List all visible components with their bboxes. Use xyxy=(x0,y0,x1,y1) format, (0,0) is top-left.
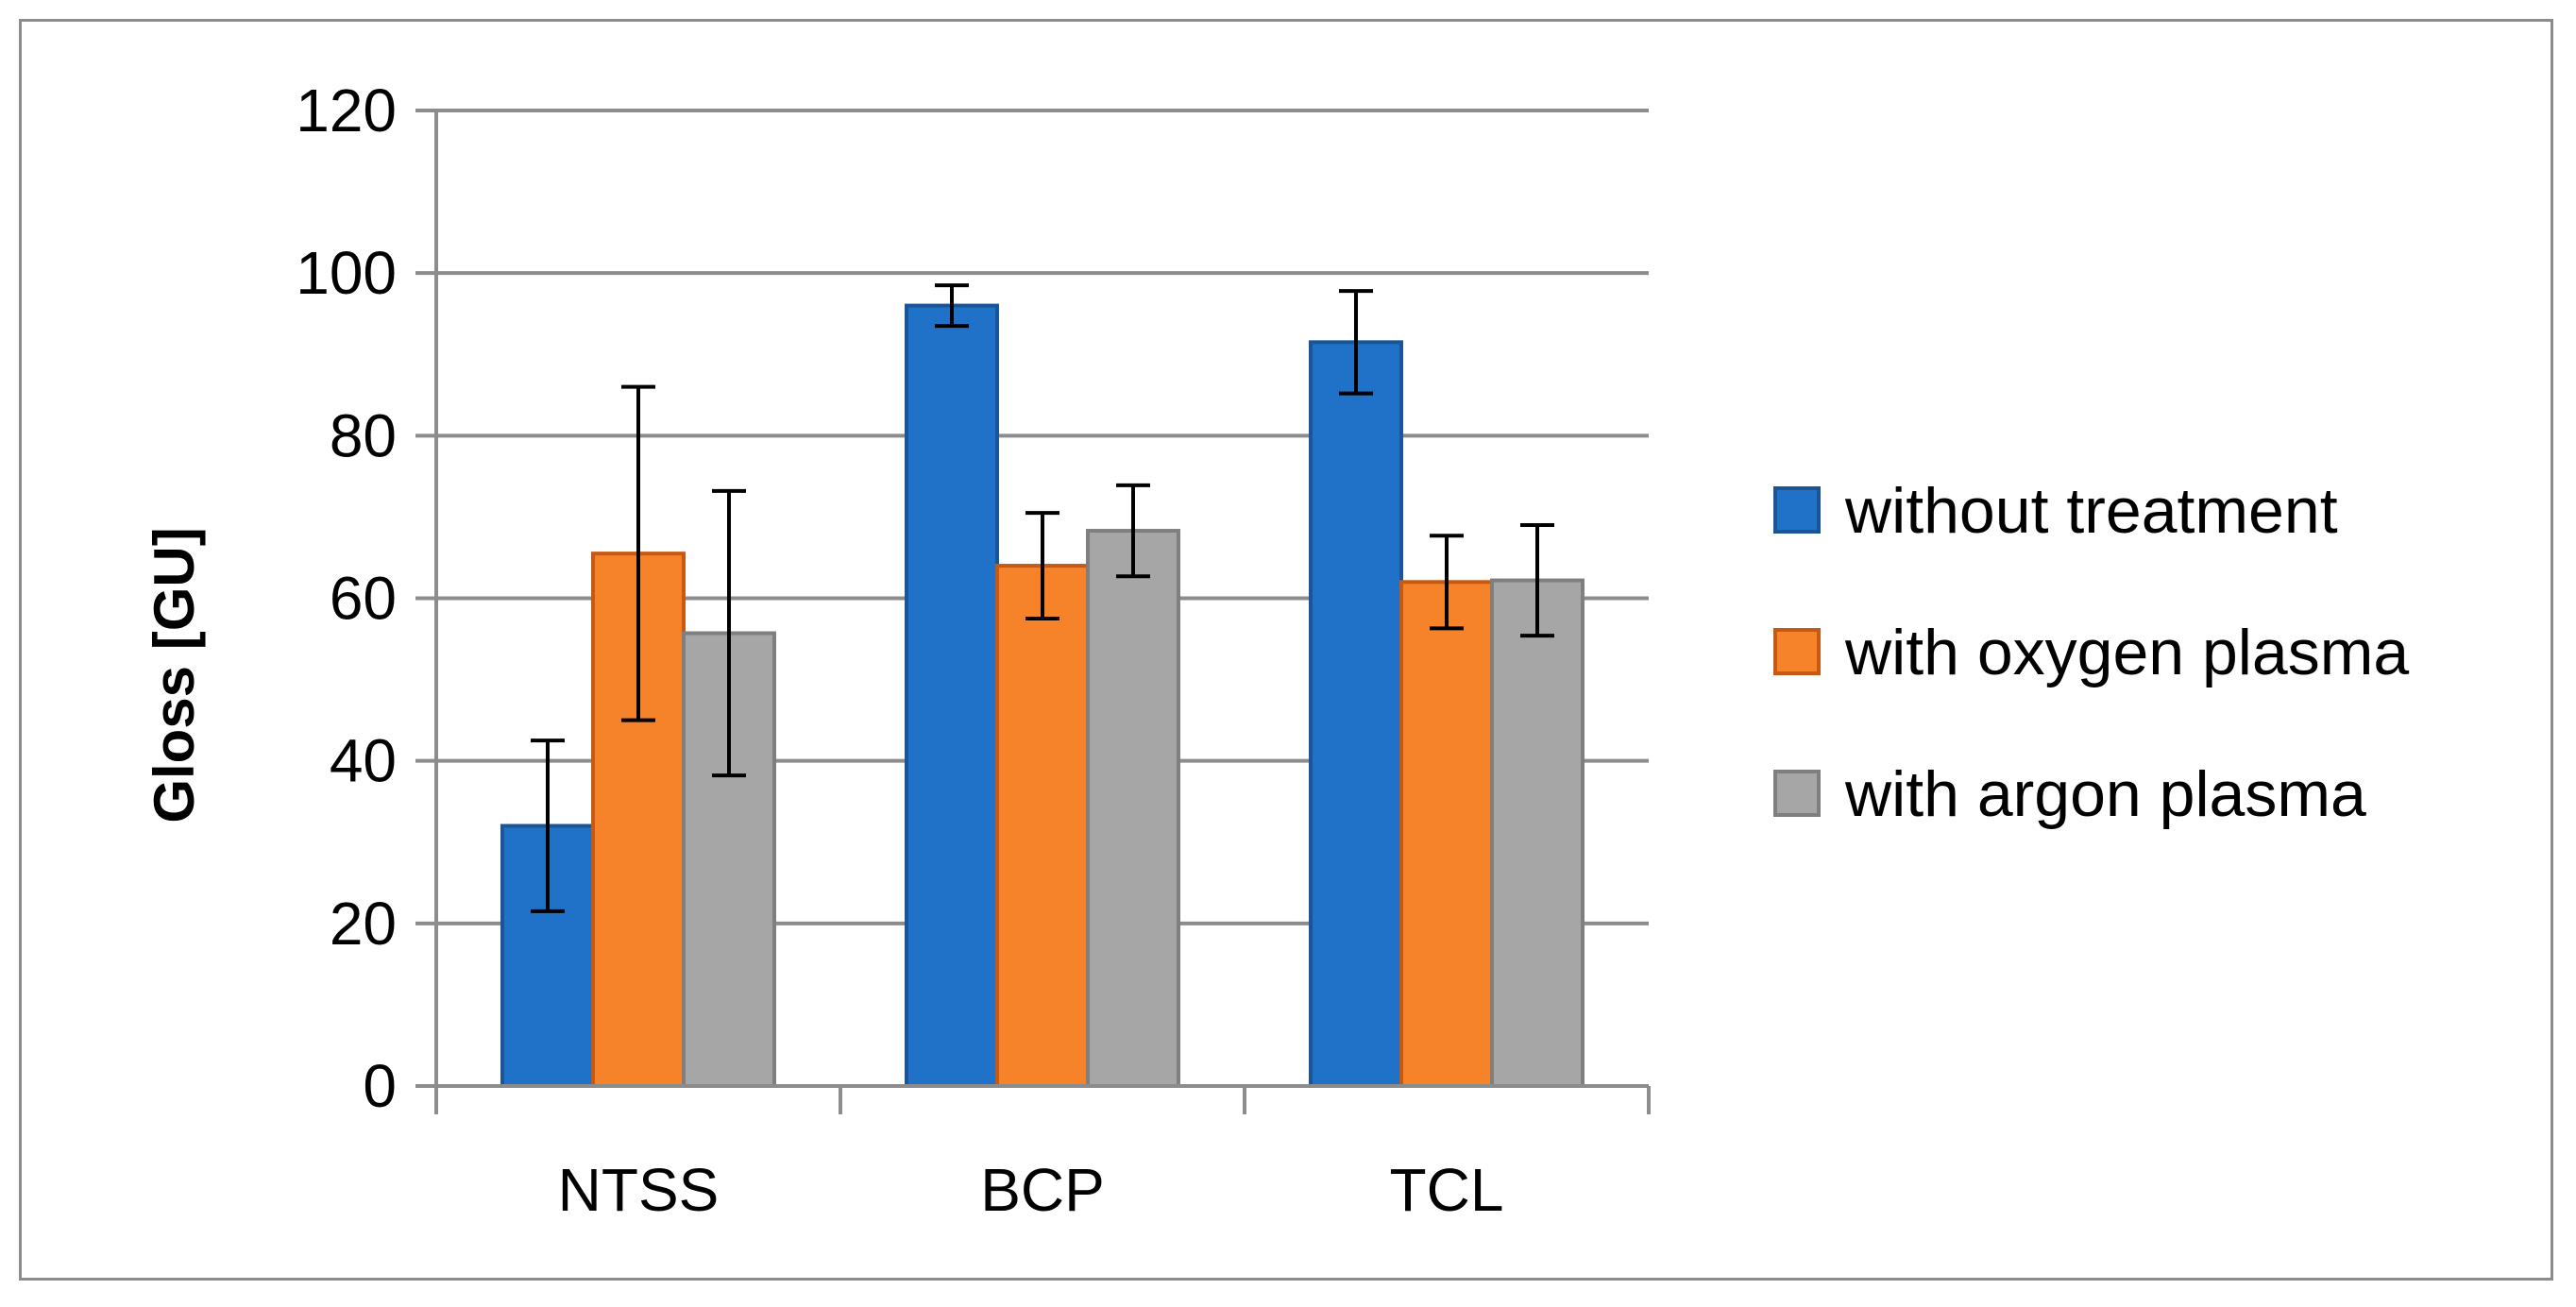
y-tick-label: 20 xyxy=(330,890,397,958)
legend-label: without treatment xyxy=(1844,475,2338,547)
axes xyxy=(415,109,1651,1114)
y-axis-title: Gloss [GU] xyxy=(143,527,206,823)
chart-frame xyxy=(19,19,2553,1281)
bar-tcl-series-2 xyxy=(1490,578,1585,1088)
error-bars xyxy=(531,283,1554,913)
legend-label: with oxygen plasma xyxy=(1844,617,2409,688)
bar-bcp-series-0 xyxy=(905,303,999,1089)
legend-swatch xyxy=(1773,486,1821,534)
x-tick-label: BCP xyxy=(980,1156,1105,1224)
y-tick-label: 60 xyxy=(330,565,397,633)
x-tick-label: TCL xyxy=(1390,1156,1504,1224)
y-tick-label: 40 xyxy=(330,727,397,795)
y-tick-label: 80 xyxy=(330,401,397,469)
y-tick-label: 120 xyxy=(296,76,397,144)
legend: without treatment with oxygen plasma with … xyxy=(1773,475,2409,830)
x-tick-label: NTSS xyxy=(558,1156,720,1224)
bar-tcl-series-1 xyxy=(1399,580,1494,1088)
legend-swatch xyxy=(1773,628,1821,675)
y-tick-labels: 0 20 40 60 80 100 120 xyxy=(296,76,397,1120)
y-tick-label: 100 xyxy=(296,239,397,307)
bar-bcp-series-1 xyxy=(995,564,1090,1088)
y-tick-label: 0 xyxy=(363,1052,397,1120)
bar-tcl-series-0 xyxy=(1309,340,1403,1088)
legend-swatch xyxy=(1773,770,1821,817)
bar-bcp-series-2 xyxy=(1086,529,1180,1088)
x-tick-labels: NTSS BCP TCL xyxy=(558,1156,1504,1224)
legend-label: with argon plasma xyxy=(1844,758,2366,830)
bars xyxy=(500,303,1585,1089)
